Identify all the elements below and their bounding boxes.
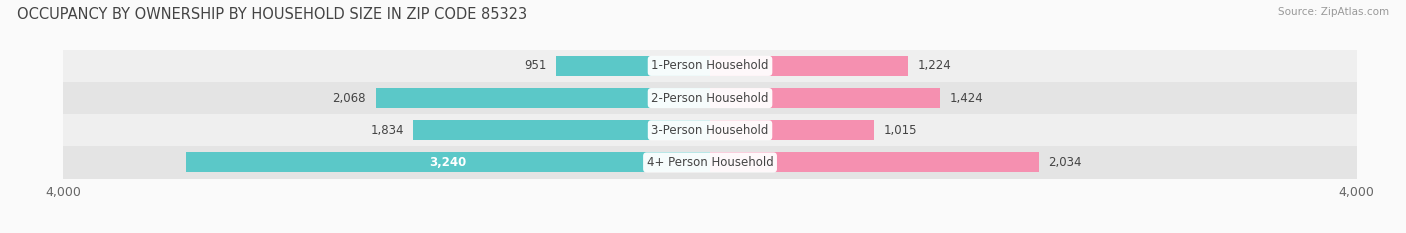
Text: 4+ Person Household: 4+ Person Household [647,156,773,169]
Bar [63,114,1357,146]
Bar [63,50,1357,82]
Bar [710,120,875,140]
Text: Source: ZipAtlas.com: Source: ZipAtlas.com [1278,7,1389,17]
Text: 1-Person Household: 1-Person Household [651,59,769,72]
Bar [63,82,1357,114]
Text: 951: 951 [524,59,547,72]
Text: 1,224: 1,224 [918,59,952,72]
Bar [710,88,941,108]
Text: OCCUPANCY BY OWNERSHIP BY HOUSEHOLD SIZE IN ZIP CODE 85323: OCCUPANCY BY OWNERSHIP BY HOUSEHOLD SIZE… [17,7,527,22]
Bar [710,56,908,76]
Text: 2,068: 2,068 [332,92,366,105]
Text: 2,034: 2,034 [1049,156,1083,169]
Bar [557,56,710,76]
Text: 3,240: 3,240 [429,156,467,169]
Bar [63,146,1357,178]
Bar [413,120,710,140]
Text: 3-Person Household: 3-Person Household [651,124,769,137]
Bar [375,88,710,108]
Bar [710,152,1039,172]
Text: 1,834: 1,834 [370,124,404,137]
Text: 1,424: 1,424 [950,92,984,105]
Text: 1,015: 1,015 [884,124,917,137]
Text: 2-Person Household: 2-Person Household [651,92,769,105]
Bar [186,152,710,172]
